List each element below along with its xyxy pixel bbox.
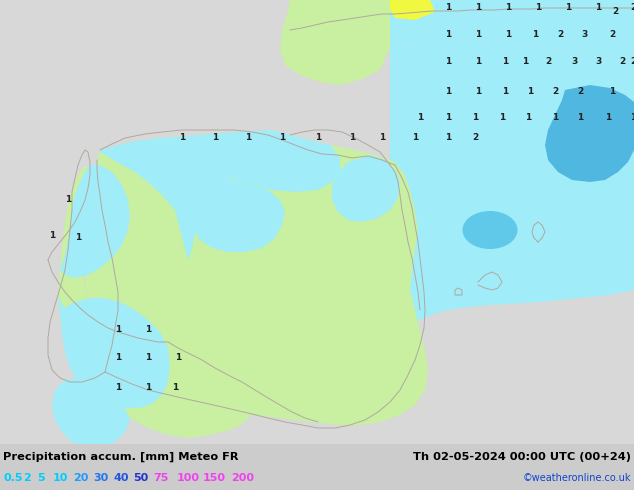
Text: 1: 1	[525, 114, 531, 122]
Text: 1: 1	[379, 133, 385, 143]
Text: 2: 2	[552, 88, 558, 97]
Text: 75: 75	[153, 473, 169, 483]
Text: 1: 1	[532, 30, 538, 40]
Text: 50: 50	[133, 473, 148, 483]
Text: 1: 1	[245, 133, 251, 143]
Text: 3: 3	[572, 57, 578, 67]
Text: 2: 2	[630, 3, 634, 13]
Text: 2: 2	[612, 7, 618, 17]
Text: 1: 1	[115, 384, 121, 392]
Polygon shape	[100, 130, 340, 260]
Text: ©weatheronline.co.uk: ©weatheronline.co.uk	[522, 473, 631, 483]
Text: 1: 1	[527, 88, 533, 97]
Text: 2: 2	[577, 88, 583, 97]
Text: 1: 1	[279, 133, 285, 143]
Text: 1: 1	[179, 133, 185, 143]
Text: 1: 1	[535, 3, 541, 13]
Text: 1: 1	[445, 3, 451, 13]
Text: 1: 1	[502, 57, 508, 67]
Text: 3: 3	[582, 30, 588, 40]
Text: 1: 1	[475, 3, 481, 13]
Text: 2: 2	[545, 57, 551, 67]
Text: 150: 150	[203, 473, 226, 483]
Text: 1: 1	[445, 114, 451, 122]
Text: 2: 2	[557, 30, 563, 40]
Text: 3: 3	[595, 57, 601, 67]
Text: 5: 5	[37, 473, 44, 483]
Text: 1: 1	[145, 325, 151, 335]
Text: 1: 1	[75, 234, 81, 243]
Text: 1: 1	[315, 133, 321, 143]
Text: 1: 1	[115, 353, 121, 363]
Text: 1: 1	[522, 57, 528, 67]
Text: 200: 200	[231, 473, 254, 483]
Text: 1: 1	[577, 114, 583, 122]
Text: 1: 1	[475, 57, 481, 67]
Text: 1: 1	[630, 114, 634, 122]
Text: 1: 1	[417, 114, 423, 122]
Text: 2: 2	[630, 57, 634, 67]
Polygon shape	[60, 165, 130, 278]
Text: 1: 1	[175, 353, 181, 363]
Polygon shape	[82, 130, 428, 425]
Text: 2: 2	[619, 57, 625, 67]
Text: 1: 1	[65, 196, 71, 204]
Text: 1: 1	[472, 114, 478, 122]
Text: 1: 1	[505, 3, 511, 13]
Text: 1: 1	[475, 88, 481, 97]
Text: 1: 1	[349, 133, 355, 143]
Polygon shape	[52, 378, 130, 448]
Polygon shape	[545, 85, 634, 182]
Polygon shape	[100, 388, 250, 438]
Text: 1: 1	[609, 88, 615, 97]
Text: 1: 1	[445, 88, 451, 97]
Text: 10: 10	[53, 473, 68, 483]
Polygon shape	[58, 295, 170, 408]
Text: Precipitation accum. [mm] Meteo FR: Precipitation accum. [mm] Meteo FR	[3, 452, 238, 462]
Text: 2: 2	[23, 473, 31, 483]
Text: 1: 1	[502, 88, 508, 97]
Text: 0.5: 0.5	[3, 473, 22, 483]
Polygon shape	[188, 178, 285, 252]
Text: 1: 1	[49, 230, 55, 240]
Text: 1: 1	[145, 353, 151, 363]
Polygon shape	[390, 0, 435, 20]
Polygon shape	[382, 42, 634, 390]
Text: 1: 1	[505, 30, 511, 40]
Polygon shape	[332, 155, 400, 222]
Text: 1: 1	[499, 114, 505, 122]
Text: Th 02-05-2024 00:00 UTC (00+24): Th 02-05-2024 00:00 UTC (00+24)	[413, 452, 631, 462]
Text: 1: 1	[595, 3, 601, 13]
Polygon shape	[390, 0, 634, 60]
Ellipse shape	[462, 211, 517, 249]
Polygon shape	[280, 0, 390, 85]
Text: 20: 20	[73, 473, 88, 483]
Text: 1: 1	[475, 30, 481, 40]
Text: 1: 1	[552, 114, 558, 122]
Text: 1: 1	[412, 133, 418, 143]
Text: 2: 2	[472, 133, 478, 143]
Text: 100: 100	[177, 473, 200, 483]
Text: 1: 1	[445, 133, 451, 143]
Text: 1: 1	[145, 384, 151, 392]
Text: 1: 1	[212, 133, 218, 143]
Text: 1: 1	[605, 114, 611, 122]
Polygon shape	[58, 165, 118, 375]
Text: 1: 1	[565, 3, 571, 13]
Text: 40: 40	[113, 473, 129, 483]
Text: 1: 1	[115, 325, 121, 335]
Bar	[0, 444, 634, 490]
Text: 2: 2	[609, 30, 615, 40]
Text: 1: 1	[172, 384, 178, 392]
Text: 30: 30	[93, 473, 108, 483]
Text: 1: 1	[445, 57, 451, 67]
Text: 1: 1	[445, 30, 451, 40]
